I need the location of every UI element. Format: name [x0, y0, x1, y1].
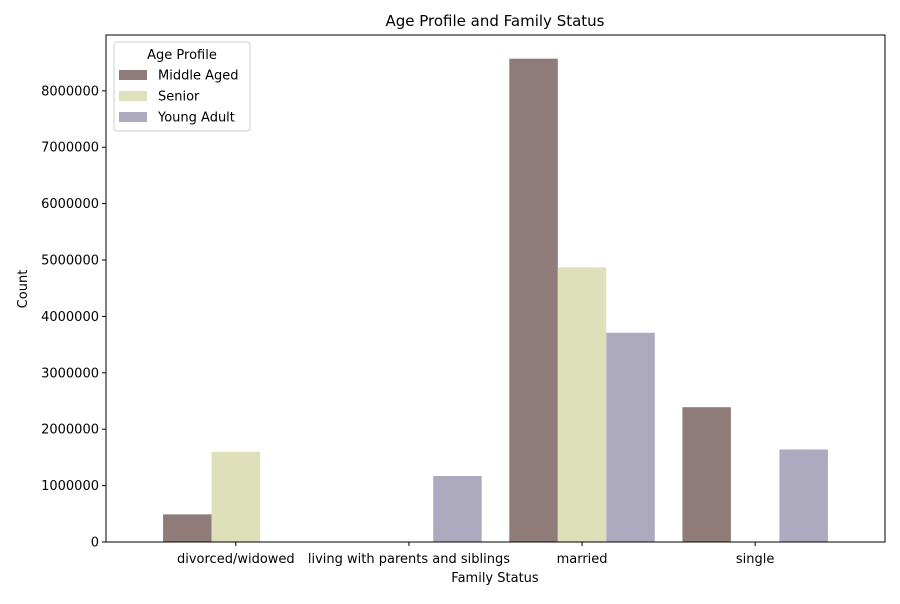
legend-title: Age Profile	[147, 48, 217, 63]
legend-swatch	[119, 112, 147, 122]
legend-label: Young Adult	[157, 111, 235, 126]
bar	[163, 514, 212, 542]
y-tick-label: 0	[91, 536, 99, 551]
y-tick-label: 4000000	[41, 310, 99, 325]
x-tick-label: living with parents and siblings	[308, 552, 510, 567]
chart-title: Age Profile and Family Status	[385, 12, 604, 30]
bar	[433, 476, 482, 542]
y-axis-label: Count	[16, 270, 31, 309]
y-tick-label: 2000000	[41, 423, 99, 438]
bar	[779, 449, 828, 542]
plot-area: 0 1000000 2000000 3000000 4000000 5000000 6000…	[41, 58, 828, 567]
y-tick-label: 5000000	[41, 254, 99, 269]
bar	[557, 267, 607, 542]
bar	[606, 332, 655, 542]
legend-swatch	[119, 70, 147, 80]
y-tick-label: 7000000	[41, 141, 99, 156]
x-axis-label: Family Status	[451, 571, 539, 586]
bar	[682, 407, 731, 542]
bar	[211, 451, 261, 542]
x-tick-label: single	[736, 552, 775, 567]
bar	[509, 58, 558, 543]
y-tick-label: 1000000	[41, 479, 99, 494]
legend-swatch	[119, 91, 147, 101]
legend-label: Senior	[158, 90, 200, 105]
legend-box	[113, 41, 251, 132]
x-tick-label: divorced/widowed	[177, 552, 295, 567]
legend: Age Profile Middle Aged Senior Young Adult	[113, 41, 251, 132]
y-tick-label: 3000000	[41, 366, 99, 381]
x-tick-label: married	[557, 552, 608, 567]
y-tick-label: 6000000	[41, 197, 99, 212]
legend-label: Middle Aged	[158, 69, 238, 84]
plot-frame	[105, 34, 886, 543]
y-tick-label: 8000000	[41, 84, 99, 99]
